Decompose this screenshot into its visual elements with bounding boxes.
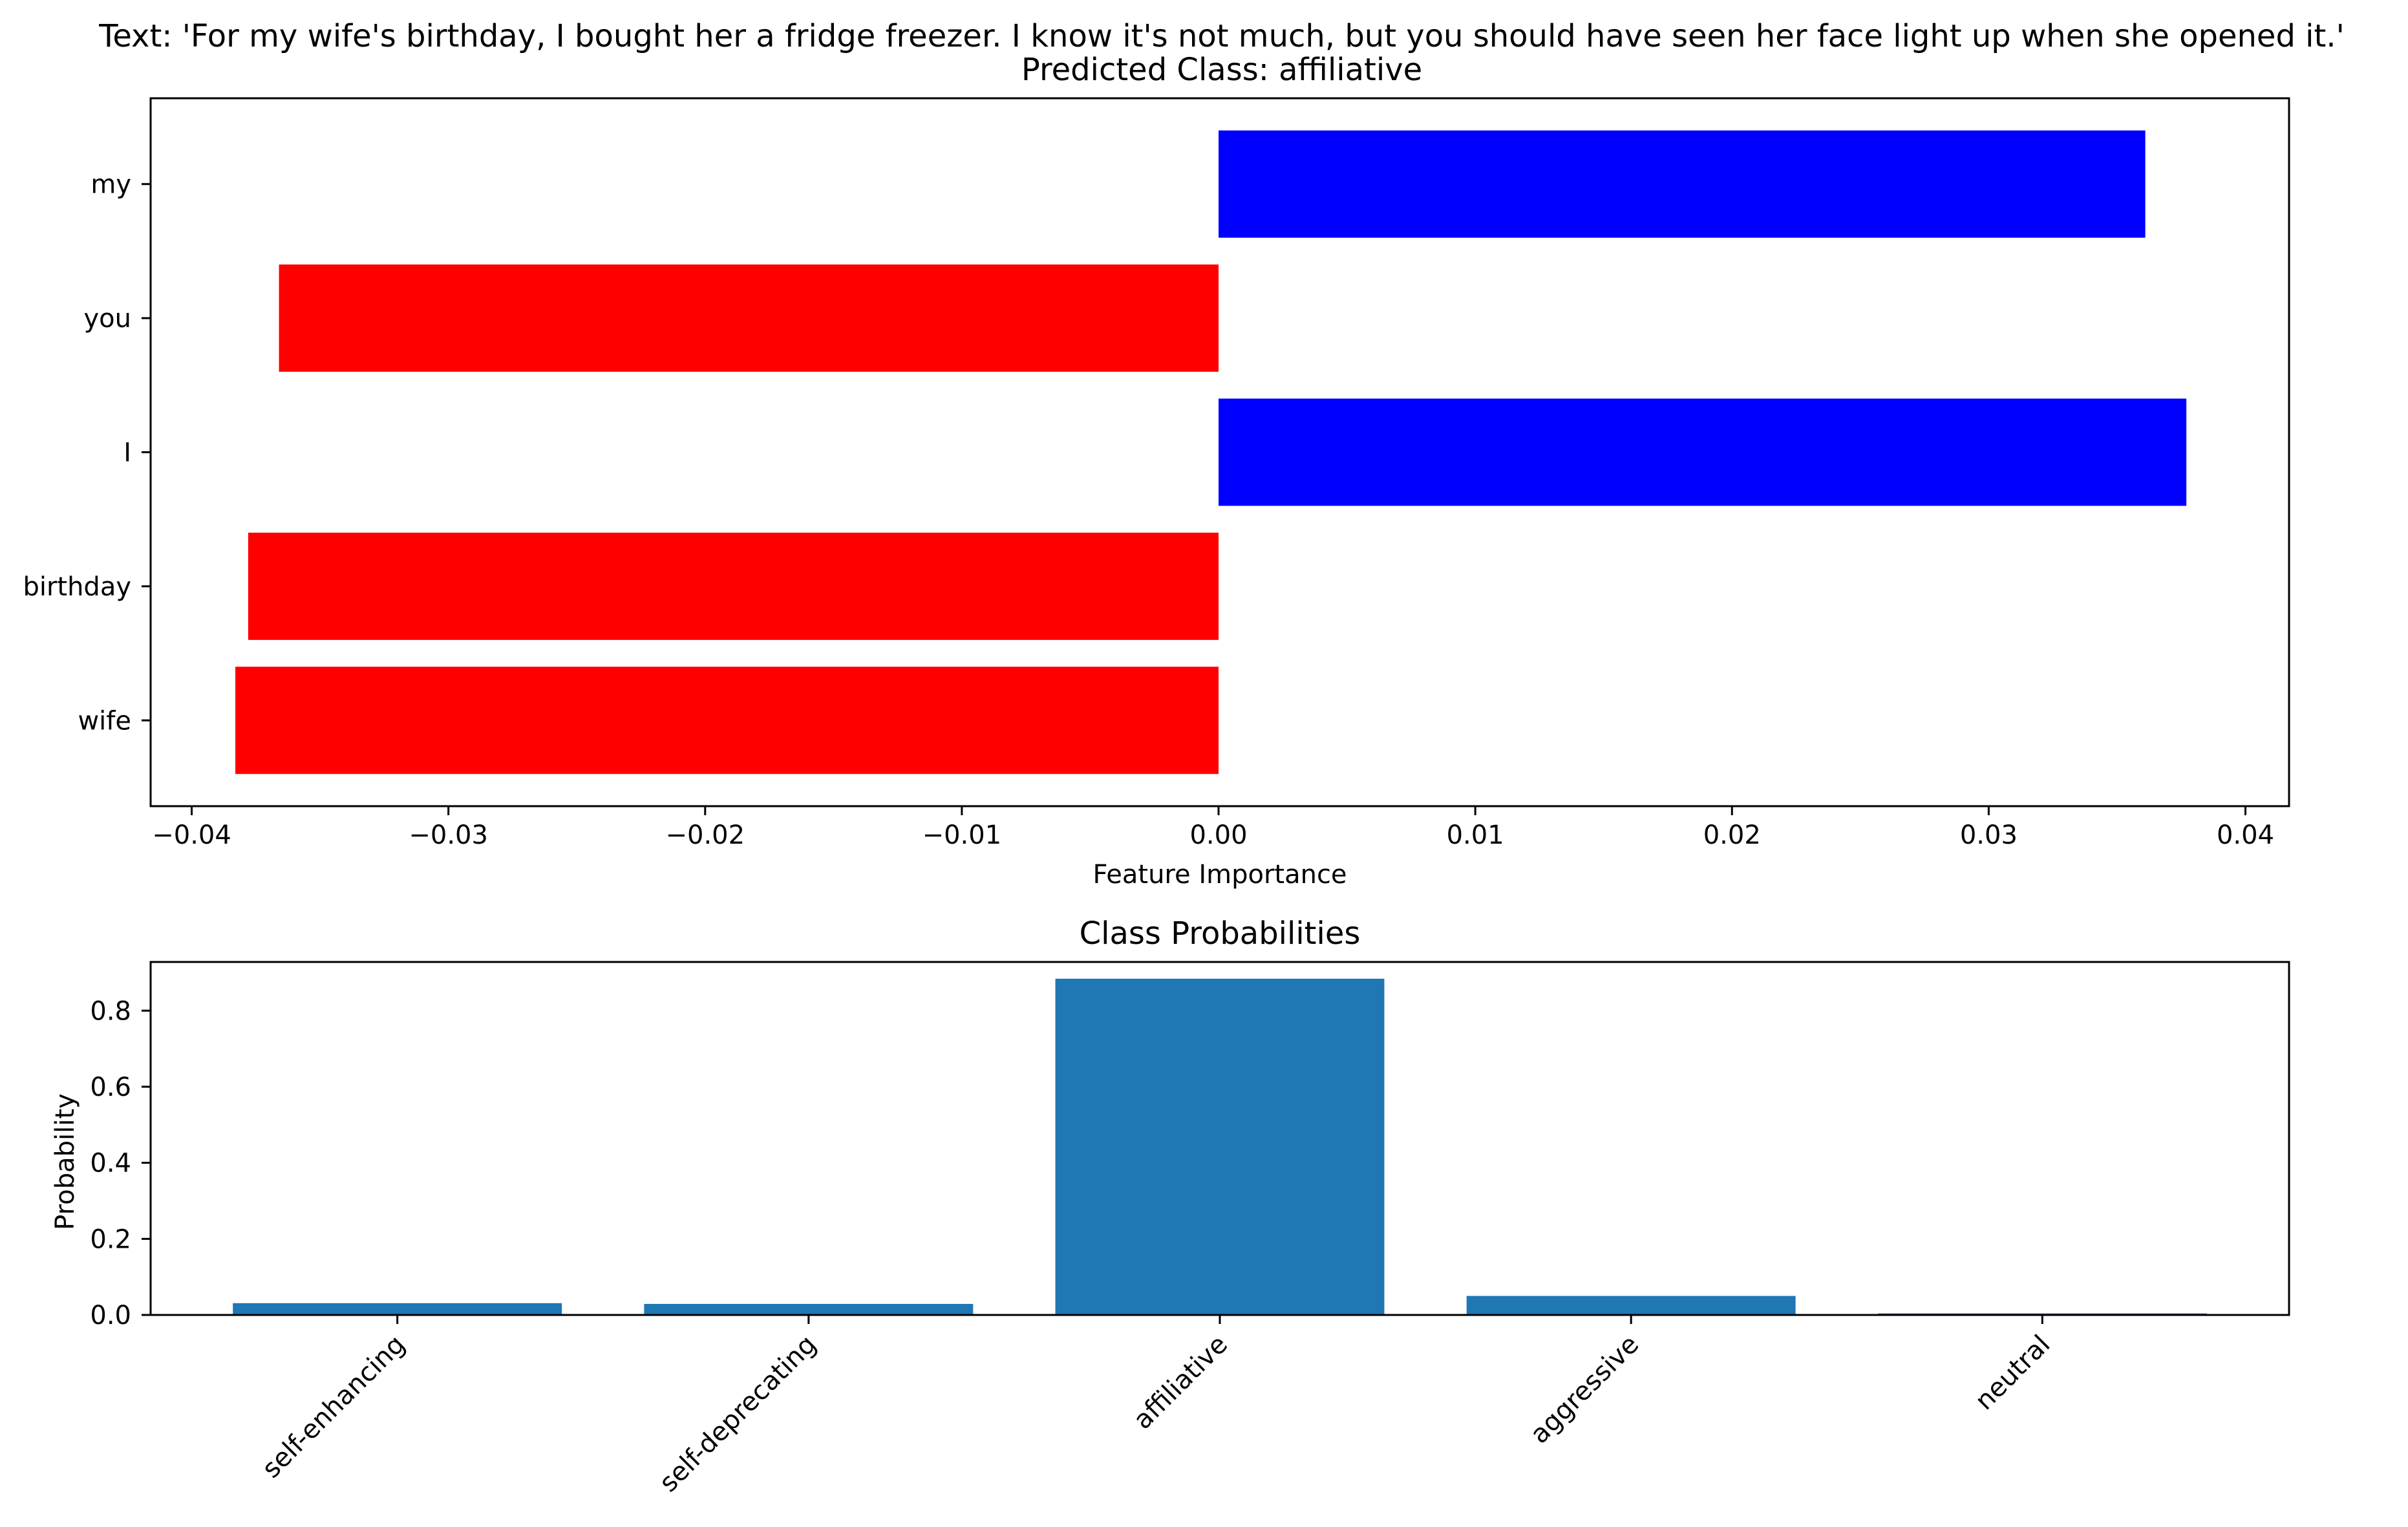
y-tick-label: wife (78, 706, 131, 736)
x-tick-label: 0.00 (1189, 820, 1247, 850)
x-axis-label: Feature Importance (1092, 860, 1347, 890)
y-axis-label: Probability (50, 1093, 80, 1230)
chart-subtitle: Predicted Class: affiliative (1021, 52, 1422, 88)
y-tick-label: 0.4 (90, 1149, 131, 1179)
y-tick-label: 0.2 (90, 1224, 131, 1254)
bar-birthday (248, 532, 1219, 640)
y-axis-ticks: 0.0 0.2 0.4 0.6 0.8 (90, 996, 151, 1330)
x-tick-label: −0.03 (409, 820, 488, 850)
plot-area-frame (149, 961, 2290, 1316)
bar-affiliative (1055, 978, 1385, 1315)
y-tick-label: 0.6 (90, 1073, 131, 1102)
x-tick-label: 0.01 (1447, 820, 1504, 850)
x-tick-label: 0.04 (2217, 820, 2274, 850)
class-probability-bars (233, 978, 2207, 1315)
y-tick-label: you (84, 304, 132, 334)
bar-self-enhancing (233, 1303, 562, 1315)
x-tick-label: −0.01 (922, 820, 1002, 850)
bar-you (279, 264, 1219, 372)
bar-wife (235, 667, 1219, 774)
y-tick-label: 0.0 (90, 1301, 131, 1330)
x-tick-label: −0.04 (152, 820, 231, 850)
chart-title: Class Probabilities (1080, 915, 1361, 952)
y-tick-label: birthday (23, 572, 131, 602)
bar-i (1219, 398, 2187, 506)
x-tick-label: 0.03 (1960, 820, 2018, 850)
feature-importance-bars (235, 130, 2187, 774)
feature-importance-chart: Text: 'For my wife's birthday, I bought … (23, 18, 2344, 890)
bar-self-deprecating (644, 1303, 974, 1315)
y-tick-label: my (91, 170, 131, 200)
plot-area-frame (149, 97, 2290, 807)
x-axis-ticks: −0.04 −0.03 −0.02 −0.01 0.00 0.01 0.02 0.03 0.04 (152, 806, 2274, 850)
bar-aggressive (1466, 1296, 1796, 1315)
chart-title: Text: 'For my wife's birthday, I bought … (98, 18, 2345, 54)
x-tick-label: 0.02 (1703, 820, 1761, 850)
bar-my (1219, 130, 2146, 238)
x-tick-label: −0.02 (665, 820, 745, 850)
y-tick-label: 0.8 (90, 996, 131, 1026)
y-tick-label: I (123, 438, 131, 468)
